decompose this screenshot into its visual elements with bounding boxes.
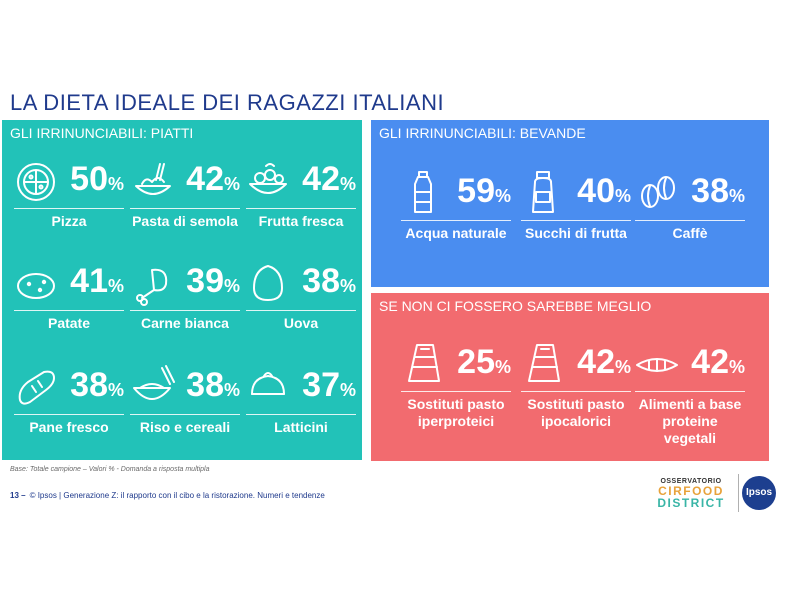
divider [635, 220, 745, 221]
value-patate: 41% [70, 262, 124, 300]
item-pizza: 50% Pizza [14, 158, 124, 230]
page-title: LA DIETA IDEALE DEI RAGAZZI ITALIANI [10, 90, 445, 115]
item-frutta: 42% Frutta fresca [246, 158, 356, 230]
value-ipocalorici: 42% [577, 343, 631, 381]
item-uova: 38% Uova [246, 260, 356, 332]
item-carne: 39% Carne bianca [130, 260, 240, 332]
item-acqua: 59% Acqua naturale [401, 170, 511, 242]
divider [246, 414, 356, 415]
label-pasta: Pasta di semola [132, 213, 238, 229]
value-pizza: 50% [70, 160, 124, 198]
divider [14, 310, 124, 311]
chicken-leg-icon [136, 268, 168, 306]
divider [246, 208, 356, 209]
value-vegetali: 42% [691, 343, 745, 381]
item-riso: 38% Riso e cereali [130, 364, 240, 436]
panel-heading-meglio: SE NON CI FOSSERO SAREBBE MEGLIO [379, 298, 652, 314]
divider [14, 414, 124, 415]
item-vegetali: 42% Alimenti a base proteine vegetali [635, 341, 745, 447]
item-pasta: 42% Pasta di semola [130, 158, 240, 230]
logo-divider [738, 474, 739, 512]
page-number: 13 – [10, 491, 26, 500]
divider [14, 208, 124, 209]
egg-icon [253, 265, 283, 301]
bread-icon [18, 370, 55, 405]
panel-heading-piatti: GLI IRRINUNCIABILI: PIATTI [10, 125, 194, 141]
logo-line-2: CIRFOOD [658, 484, 724, 498]
diet-bar-icon [528, 344, 560, 382]
water-bottle-icon [414, 171, 432, 213]
label-ipocalorici: Sostituti pasto ipocalorici [527, 396, 625, 429]
label-carne: Carne bianca [141, 315, 229, 331]
divider [401, 220, 511, 221]
value-caffe: 38% [691, 172, 745, 210]
panel-meglio: SE NON CI FOSSERO SAREBBE MEGLIO 25% Sos… [371, 293, 769, 461]
label-patate: Patate [47, 315, 91, 331]
coffee-bean-icon [641, 176, 675, 208]
item-pane: 38% Pane fresco [14, 364, 124, 436]
label-succhi: Succhi di frutta [525, 225, 627, 241]
value-riso: 38% [186, 366, 240, 404]
divider [521, 220, 631, 221]
footer-text: © Ipsos | Generazione Z: il rapporto con… [29, 491, 325, 500]
label-vegetali: Alimenti a base proteine vegetali [638, 396, 742, 446]
potato-icon [17, 273, 55, 299]
value-acqua: 59% [457, 172, 511, 210]
protein-bar-icon [408, 344, 440, 382]
footer: 13 – © Ipsos | Generazione Z: il rapporto… [10, 491, 325, 500]
item-caffe: 38% Caffè [635, 170, 745, 242]
item-iperproteici: 25% Sostituti pasto iperproteici [401, 341, 511, 430]
value-latticini: 37% [302, 366, 356, 404]
value-pane: 38% [70, 366, 124, 404]
divider [130, 208, 240, 209]
divider [521, 391, 631, 392]
divider [401, 391, 511, 392]
divider [635, 391, 745, 392]
plant-food-icon [636, 358, 678, 372]
panel-piatti: GLI IRRINUNCIABILI: PIATTI 50% Pizza [2, 120, 362, 460]
label-latticini: Latticini [274, 419, 328, 435]
item-succhi: 40% Succhi di frutta [521, 170, 631, 242]
label-pizza: Pizza [51, 213, 87, 229]
item-patate: 41% Patate [14, 260, 124, 332]
juice-bottle-icon [532, 171, 554, 213]
item-ipocalorici: 42% Sostituti pasto ipocalorici [521, 341, 631, 430]
item-latticini: 37% Latticini [246, 364, 356, 436]
pasta-icon [135, 163, 171, 195]
value-succhi: 40% [577, 172, 631, 210]
pizza-icon [17, 163, 55, 201]
label-caffe: Caffè [672, 225, 708, 241]
label-iperproteici: Sostituti pasto iperproteici [407, 396, 505, 429]
value-frutta: 42% [302, 160, 356, 198]
rice-bowl-icon [133, 365, 175, 400]
cheese-icon [251, 372, 285, 395]
ipsos-logo: Ipsos [742, 476, 776, 510]
label-acqua: Acqua naturale [405, 225, 507, 241]
value-iperproteici: 25% [457, 343, 511, 381]
value-uova: 38% [302, 262, 356, 300]
label-uova: Uova [283, 315, 319, 331]
label-frutta: Frutta fresca [258, 213, 344, 229]
logo-line-1: OSSERVATORIO [660, 478, 722, 485]
fruit-bowl-icon [249, 163, 287, 194]
divider [130, 414, 240, 415]
footnote: Base: Totale campione – Valori % - Doman… [10, 466, 210, 473]
value-pasta: 42% [186, 160, 240, 198]
osservatorio-logo: OSSERVATORIO CIRFOOD DISTRICT [650, 478, 732, 514]
logo-line-3: DISTRICT [657, 496, 725, 510]
divider [130, 310, 240, 311]
label-pane: Pane fresco [29, 419, 109, 435]
label-riso: Riso e cereali [139, 419, 231, 435]
divider [246, 310, 356, 311]
value-carne: 39% [186, 262, 240, 300]
panel-heading-bevande: GLI IRRINUNCIABILI: BEVANDE [379, 125, 586, 141]
panel-bevande: GLI IRRINUNCIABILI: BEVANDE 59% Acqua na… [371, 120, 769, 287]
